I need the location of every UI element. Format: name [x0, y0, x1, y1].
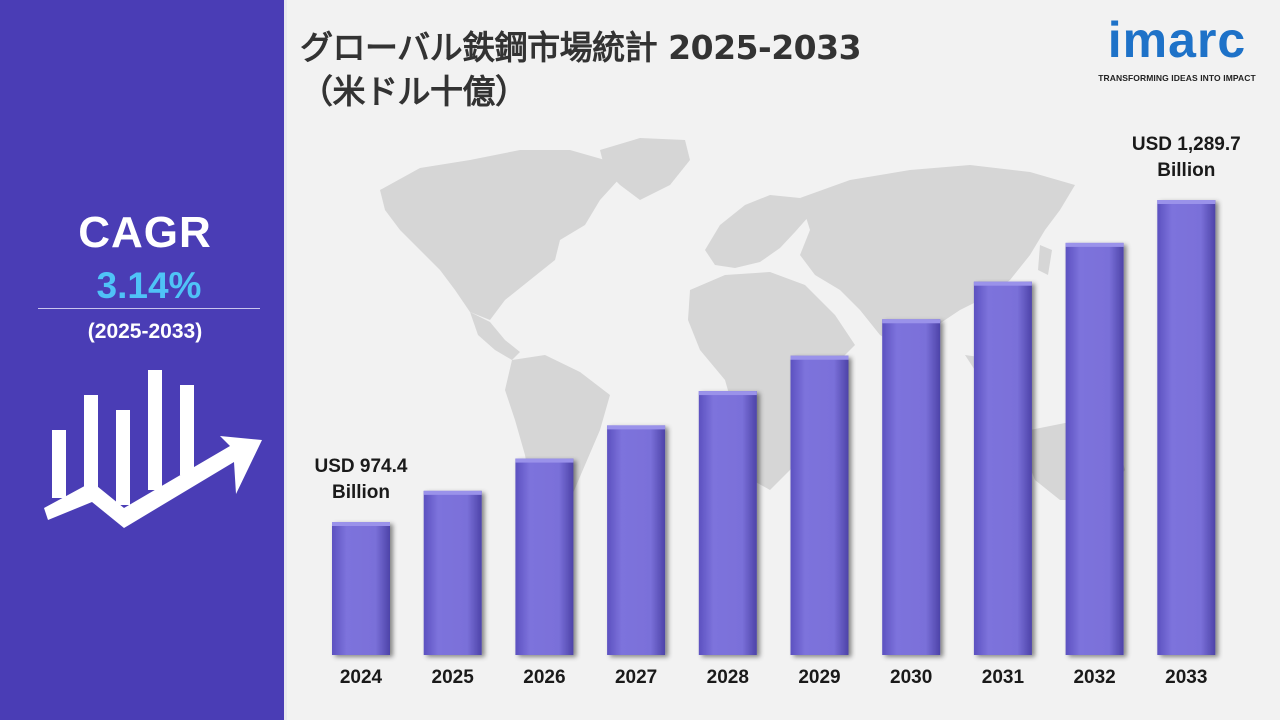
x-tick-label-2027: 2027 — [615, 667, 657, 688]
x-tick-label-2030: 2030 — [890, 667, 932, 688]
bar-cap-2033 — [1157, 200, 1216, 204]
bar-2025 — [423, 490, 482, 655]
bar-cap-2025 — [423, 490, 482, 495]
bar-cap-2031 — [973, 281, 1032, 286]
bar-2026 — [515, 458, 574, 655]
bar-2028 — [698, 391, 757, 655]
cagr-divider — [38, 308, 260, 309]
sidebar-divider — [284, 0, 287, 720]
data-label-2033: USD 1,289.7 Billion — [1132, 134, 1241, 181]
cagr-period: (2025-2033) — [87, 320, 203, 343]
growth-chart-icon — [44, 370, 262, 528]
bar-2032 — [1065, 242, 1124, 655]
bar-cap-2032 — [1065, 242, 1124, 247]
cagr-sidebar — [0, 0, 284, 720]
bar-2033 — [1157, 200, 1216, 655]
imarc-logo: imarc TRANSFORMING IDEAS INTO IMPACT — [1092, 12, 1262, 92]
bar-cap-2028 — [698, 391, 757, 396]
x-tick-label-2025: 2025 — [432, 667, 475, 688]
x-tick-label-2024: 2024 — [340, 667, 383, 688]
bar-2027 — [607, 425, 666, 655]
cagr-value: 3.14% — [96, 265, 202, 306]
logo-tagline: TRANSFORMING IDEAS INTO IMPACT — [1098, 73, 1256, 83]
x-tick-label-2028: 2028 — [707, 667, 749, 688]
x-tick-label-2032: 2032 — [1073, 667, 1115, 688]
x-tick-label-2029: 2029 — [798, 667, 840, 688]
logo-wordmark: imarc — [1107, 12, 1247, 68]
x-tick-label-2033: 2033 — [1165, 667, 1207, 688]
cagr-title: CAGR — [78, 208, 212, 257]
bar-cap-2027 — [607, 425, 666, 430]
bar-2031 — [973, 281, 1032, 655]
data-label-2024: USD 974.4 Billion — [315, 456, 408, 503]
bar-cap-2024 — [332, 522, 390, 526]
chart-title: グローバル鉄鋼市場統計 2025-2033 （米ドル十億） — [300, 26, 862, 114]
bar-cap-2030 — [882, 319, 941, 324]
bar-cap-2026 — [515, 458, 574, 463]
chart-title-text: グローバル鉄鋼市場統計 2025-2033 （米ドル十億） — [300, 28, 862, 111]
x-tick-label-2026: 2026 — [523, 667, 565, 688]
bar-cap-2029 — [790, 355, 849, 360]
bar-2030 — [882, 319, 941, 655]
bar-2024 — [332, 522, 390, 655]
bar-2029 — [790, 355, 849, 655]
x-tick-label-2031: 2031 — [982, 667, 1025, 688]
